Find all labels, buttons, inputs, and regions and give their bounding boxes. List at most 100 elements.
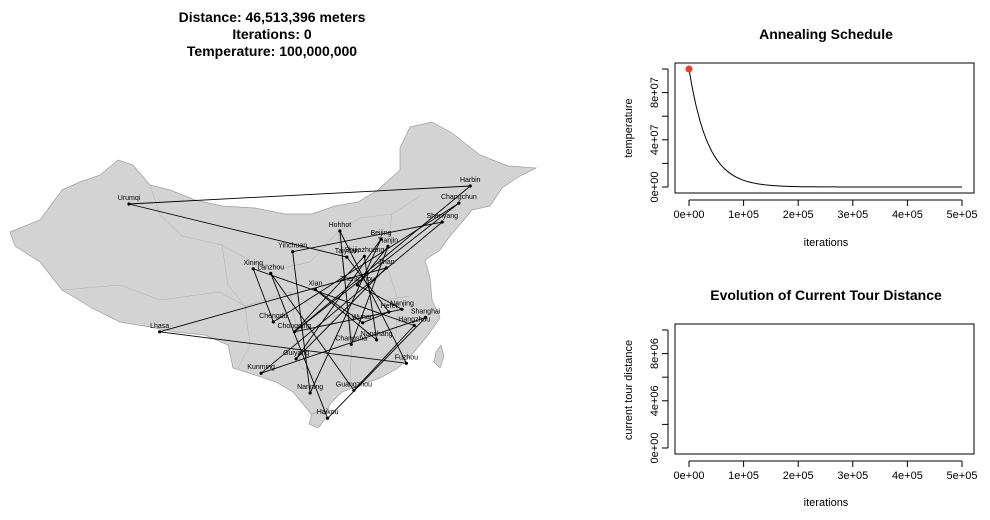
- tour-segment: [315, 289, 363, 324]
- city-label: Lhasa: [150, 323, 169, 330]
- city-label: Shanghai: [411, 308, 441, 315]
- tour-segment: [295, 267, 387, 360]
- tour-segment: [260, 316, 426, 374]
- annealing-y-axis: 0e+00 4e+07 8e+07: [649, 68, 669, 203]
- distance-title-chart: Evolution of Current Tour Distance: [710, 287, 942, 303]
- tour-segment: [260, 221, 443, 374]
- y-tick-label: 8e+06: [649, 338, 661, 369]
- city-point: [352, 388, 356, 392]
- tour-segment: [315, 289, 377, 341]
- city-label: Wuhan: [352, 314, 374, 321]
- city-label: Chengdu: [259, 313, 288, 320]
- x-tick-label: 4e+05: [892, 209, 923, 221]
- city-point: [127, 202, 131, 206]
- distance-x-label: iterations: [804, 497, 849, 509]
- temperature-title: Temperature: 100,000,000: [186, 43, 358, 59]
- city-point: [387, 310, 391, 314]
- tour-segment: [346, 256, 390, 313]
- x-tick-label: 4e+05: [892, 470, 923, 482]
- tour-segment: [357, 284, 403, 310]
- tour-segment: [294, 185, 471, 333]
- city-label: Harbin: [460, 177, 481, 184]
- x-tick-label: 5e+05: [947, 209, 978, 221]
- china-map: [9, 121, 538, 429]
- y-tick-label: 8e+07: [649, 77, 661, 108]
- distance-plot-frame: [674, 323, 975, 455]
- city-label: Xining: [244, 260, 264, 267]
- tour-segment: [252, 268, 274, 323]
- annealing-plot-frame: [674, 62, 975, 194]
- tour-segment: [159, 331, 407, 364]
- tour-segment: [350, 246, 389, 345]
- tour-segment: [295, 238, 382, 360]
- city-label: Hohhot: [329, 222, 352, 229]
- city-label: Fuzhou: [395, 354, 418, 361]
- city-label: Urumqi: [118, 195, 141, 202]
- x-tick-label: 5e+05: [947, 470, 978, 482]
- city-label: Taiyuan: [335, 248, 359, 255]
- city-label: Changchun: [441, 194, 477, 201]
- distance-chart: Evolution of Current Tour Distance 0e+00…: [623, 287, 977, 509]
- distance-x-axis: 0e+00 1e+05 2e+05 3e+05 4e+05 5e+05: [674, 460, 978, 482]
- tour-segment: [357, 246, 389, 286]
- city-label: Nanjing: [390, 300, 414, 307]
- city-point: [362, 254, 366, 258]
- city-label: Guiyang: [283, 350, 309, 357]
- current-temperature-point: [685, 65, 693, 73]
- city-label: Beijing: [370, 230, 391, 237]
- tour-segment: [363, 256, 378, 340]
- y-tick-label: 0e+00: [649, 172, 661, 203]
- taiwan-island: [433, 344, 445, 369]
- city-label: Chongqing: [277, 323, 311, 330]
- city-label: Zhengzhou: [340, 276, 375, 283]
- city-point: [308, 391, 312, 395]
- tour-segment: [292, 251, 311, 394]
- city-label: Yinchuan: [278, 243, 307, 250]
- tour-segment: [292, 221, 443, 253]
- tour-segment: [327, 317, 426, 419]
- city-label: Lanzhou: [257, 264, 284, 271]
- city-point: [440, 220, 444, 224]
- city-label: Changsha: [335, 335, 367, 342]
- city-point: [313, 287, 317, 292]
- tour-segment: [159, 267, 387, 333]
- city-point: [345, 255, 349, 259]
- city-point: [424, 315, 428, 319]
- city-label: Jinan: [378, 259, 395, 266]
- city-label: Shenyang: [426, 213, 458, 220]
- tour-segment: [362, 311, 390, 324]
- city-point: [291, 250, 295, 254]
- china-landmass: [9, 121, 538, 427]
- city-point: [457, 201, 461, 205]
- tour-segment: [339, 230, 352, 345]
- city-point: [412, 323, 416, 328]
- city-point: [361, 321, 365, 325]
- distance-y-label: current tour distance: [623, 340, 635, 440]
- x-tick-label: 3e+05: [837, 209, 868, 221]
- city-label: Tianjin: [378, 237, 398, 244]
- x-tick-label: 2e+05: [783, 470, 814, 482]
- city-label: Kunming: [247, 364, 275, 371]
- annealing-y-label: temperature: [623, 98, 635, 157]
- city-point: [292, 330, 296, 334]
- tour-layer: Harbin Changchun Shenyang Urumqi Hohhot Beiji…: [118, 177, 481, 420]
- annealing-curve: [688, 68, 962, 188]
- city-point: [384, 266, 388, 270]
- tour-segment: [128, 185, 471, 205]
- annealing-x-label: iterations: [804, 237, 849, 249]
- x-tick-label: 0e+00: [674, 470, 705, 482]
- city-label: Hefei: [381, 303, 398, 310]
- city-point: [269, 271, 273, 275]
- distance-title: Distance: 46,513,396 meters: [178, 9, 366, 25]
- x-tick-label: 3e+05: [837, 470, 868, 482]
- city-label: Haikou: [317, 409, 339, 416]
- tour-segment: [270, 273, 355, 391]
- city-point: [326, 416, 330, 420]
- annealing-x-axis: 0e+00 1e+05 2e+05 3e+05 4e+05 5e+05: [674, 199, 978, 221]
- tour-segment: [353, 325, 415, 391]
- city-point: [404, 361, 408, 365]
- city-point: [468, 184, 472, 188]
- annealing-chart: Annealing Schedule 0e+00 1e+05 2e+05 3e+05 4…: [623, 26, 977, 249]
- city-label: Shijiazhuang: [344, 247, 384, 254]
